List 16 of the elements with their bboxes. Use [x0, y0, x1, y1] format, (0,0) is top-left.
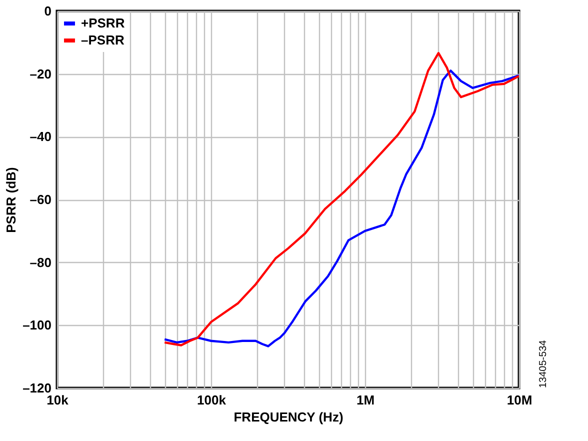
x-tick-label: 10M [506, 392, 532, 408]
x-tick-label: 10k [46, 392, 70, 408]
y-tick-label: –100 [22, 318, 52, 333]
text: 13405-534 [538, 340, 549, 388]
x-tick-label: 100k [197, 392, 227, 408]
y-tick-label: 0 [44, 4, 52, 18]
y-tick-label: –80 [30, 254, 52, 270]
y-axis-title: PSRR (dB) [4, 167, 19, 233]
x-tick-label: 1M [356, 392, 375, 408]
y-tick-label: –120 [22, 380, 52, 396]
y-tick-label: –60 [30, 192, 52, 207]
y-tick-label: –40 [30, 129, 52, 144]
y-tick-label: –20 [30, 66, 52, 82]
legend-label: –PSRR [81, 32, 125, 48]
x-axis-title: FREQUENCY (Hz) [234, 410, 344, 424]
legend-label: +PSRR [81, 16, 126, 30]
